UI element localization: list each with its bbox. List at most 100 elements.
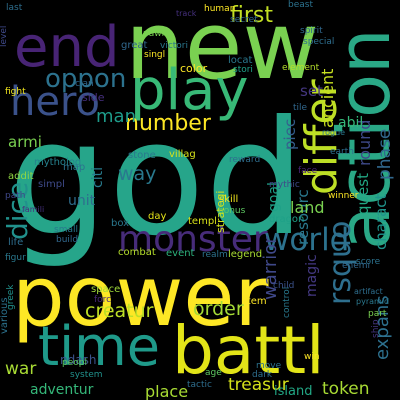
word-man: man <box>96 106 136 127</box>
word-skill: skill <box>219 194 239 205</box>
word-system: system <box>70 370 103 380</box>
word-magic: magic <box>304 254 320 297</box>
word-token: token <box>322 379 370 399</box>
word-last: last <box>6 3 23 13</box>
word-earth: earth <box>330 147 354 157</box>
word-war: war <box>5 359 37 379</box>
word-figur: figur <box>5 253 26 263</box>
word-addit: addit <box>8 171 34 182</box>
word-stori: stori <box>233 65 253 75</box>
word-adventur: adventur <box>30 382 94 398</box>
word-element: element <box>282 63 320 73</box>
word-move: move <box>256 361 282 371</box>
word-level: level <box>0 25 9 47</box>
word-dark: dark <box>252 370 273 380</box>
word-time: time <box>38 315 161 378</box>
word-item: item <box>244 296 267 307</box>
word-new: new <box>125 0 320 101</box>
word-armi: armi <box>8 133 42 151</box>
word-power: power <box>12 248 269 345</box>
word-map: map <box>63 162 86 173</box>
word-path: path <box>5 191 26 201</box>
word-order: order <box>193 298 244 320</box>
word-unit: unit <box>68 193 96 209</box>
word-win: win <box>304 352 320 362</box>
word-side: side <box>82 91 105 104</box>
word-world: world <box>264 222 350 258</box>
word-ndash: ndash <box>60 353 97 367</box>
word-spirit: spirit <box>300 26 323 36</box>
word-number: number <box>125 111 211 136</box>
word-clan: clan <box>75 79 94 89</box>
word-stone: stone <box>128 150 156 161</box>
word-phase: phase <box>375 128 395 180</box>
word-dragon: dragon <box>269 214 305 225</box>
word-battl: battl <box>172 312 325 389</box>
word-build: build <box>56 235 79 245</box>
word-peopl: peopl <box>62 358 87 368</box>
word-oppon: oppon <box>45 64 127 94</box>
word-simpl: simpl <box>38 179 65 190</box>
word-fight: fight <box>5 87 26 97</box>
word-part: part <box>368 309 387 319</box>
word-human: human <box>204 4 236 14</box>
word-realm: realm <box>202 250 228 260</box>
word-small: small <box>54 225 78 235</box>
word-first: first <box>230 3 273 28</box>
word-space: space <box>91 284 121 295</box>
word-victori: victori <box>160 41 189 51</box>
word-enemi: enemi <box>342 261 371 271</box>
word-monster: monster <box>118 219 268 260</box>
word-tactic: tactic <box>187 380 212 390</box>
word-forc: forc <box>94 295 112 305</box>
word-age: age <box>205 368 222 378</box>
word-abil: abil <box>338 115 364 131</box>
word-pawn: pawn <box>143 29 168 39</box>
word-bonus: bonus <box>218 206 246 216</box>
word-piec: piec <box>281 118 299 150</box>
word-greek: greek <box>6 284 16 310</box>
word-life: life <box>8 237 24 248</box>
word-pyramid: pyramid <box>356 297 390 306</box>
word-day: day <box>148 211 167 222</box>
word-control: control <box>282 286 292 318</box>
word-set: set <box>300 82 323 100</box>
word-ship: ship <box>371 319 381 338</box>
word-legend: legend <box>228 249 263 260</box>
word-singl: singl <box>144 50 166 60</box>
word-track: track <box>176 9 197 18</box>
word-combat: combat <box>118 247 156 258</box>
word-charact: charact <box>372 193 390 250</box>
word-citi: citi <box>90 167 106 188</box>
word-mythic: mythic <box>269 180 300 190</box>
word-treasur: treasur <box>228 375 289 395</box>
word-way: way <box>118 163 157 185</box>
word-locat: locat <box>228 55 253 66</box>
word-island: island <box>274 384 313 399</box>
word-place: place <box>145 382 189 400</box>
word-winner: winner <box>328 191 359 201</box>
word-child: child <box>273 281 295 291</box>
word-hero: hero <box>10 79 100 125</box>
word-great: great <box>121 40 148 51</box>
word-special: special <box>303 37 335 47</box>
word-mytholog: mytholog <box>34 157 82 168</box>
word-tile: tile <box>293 103 308 113</box>
word-play: play <box>130 58 249 123</box>
word-score: score <box>356 257 381 267</box>
word-famili: famili <box>22 205 45 214</box>
word-reward: reward <box>229 155 261 165</box>
word-creatur: creatur <box>85 300 154 322</box>
word-secret: secret <box>230 15 258 25</box>
word-god: god <box>8 87 306 271</box>
word-templ: templ <box>188 216 217 227</box>
word-end: end <box>14 15 120 80</box>
word-beast: beast <box>288 0 313 10</box>
word-event: event <box>166 248 195 259</box>
word-land: land <box>290 198 325 217</box>
word-color: color <box>180 62 208 75</box>
word-artifact: artifact <box>354 287 383 296</box>
word-villag: villag <box>169 149 196 160</box>
word-box: box <box>111 218 130 229</box>
